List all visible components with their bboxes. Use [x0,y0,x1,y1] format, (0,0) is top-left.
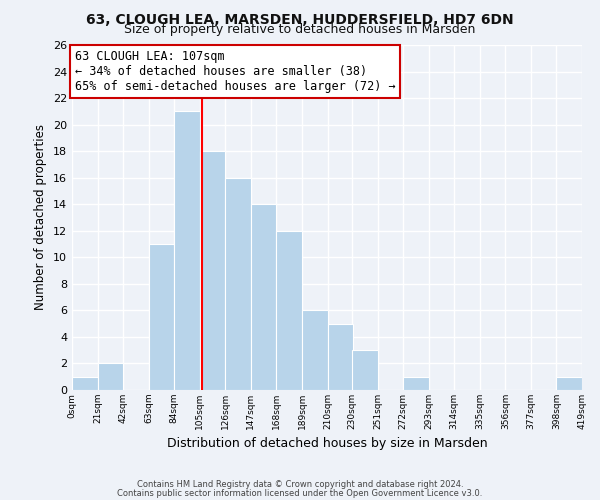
Text: Contains HM Land Registry data © Crown copyright and database right 2024.: Contains HM Land Registry data © Crown c… [137,480,463,489]
Bar [403,376,428,390]
Bar [302,310,328,390]
Bar [328,324,353,390]
Bar [200,151,226,390]
Bar [277,231,302,390]
Text: Size of property relative to detached houses in Marsden: Size of property relative to detached ho… [124,22,476,36]
Text: 63 CLOUGH LEA: 107sqm
← 34% of detached houses are smaller (38)
65% of semi-deta: 63 CLOUGH LEA: 107sqm ← 34% of detached … [74,50,395,93]
Bar [98,364,123,390]
Bar [226,178,251,390]
Text: Contains public sector information licensed under the Open Government Licence v3: Contains public sector information licen… [118,488,482,498]
Bar [352,350,377,390]
Text: 63, CLOUGH LEA, MARSDEN, HUDDERSFIELD, HD7 6DN: 63, CLOUGH LEA, MARSDEN, HUDDERSFIELD, H… [86,12,514,26]
Bar [174,112,200,390]
Bar [251,204,277,390]
Bar [149,244,174,390]
X-axis label: Distribution of detached houses by size in Marsden: Distribution of detached houses by size … [167,438,487,450]
Y-axis label: Number of detached properties: Number of detached properties [34,124,47,310]
Bar [72,376,98,390]
Bar [556,376,582,390]
